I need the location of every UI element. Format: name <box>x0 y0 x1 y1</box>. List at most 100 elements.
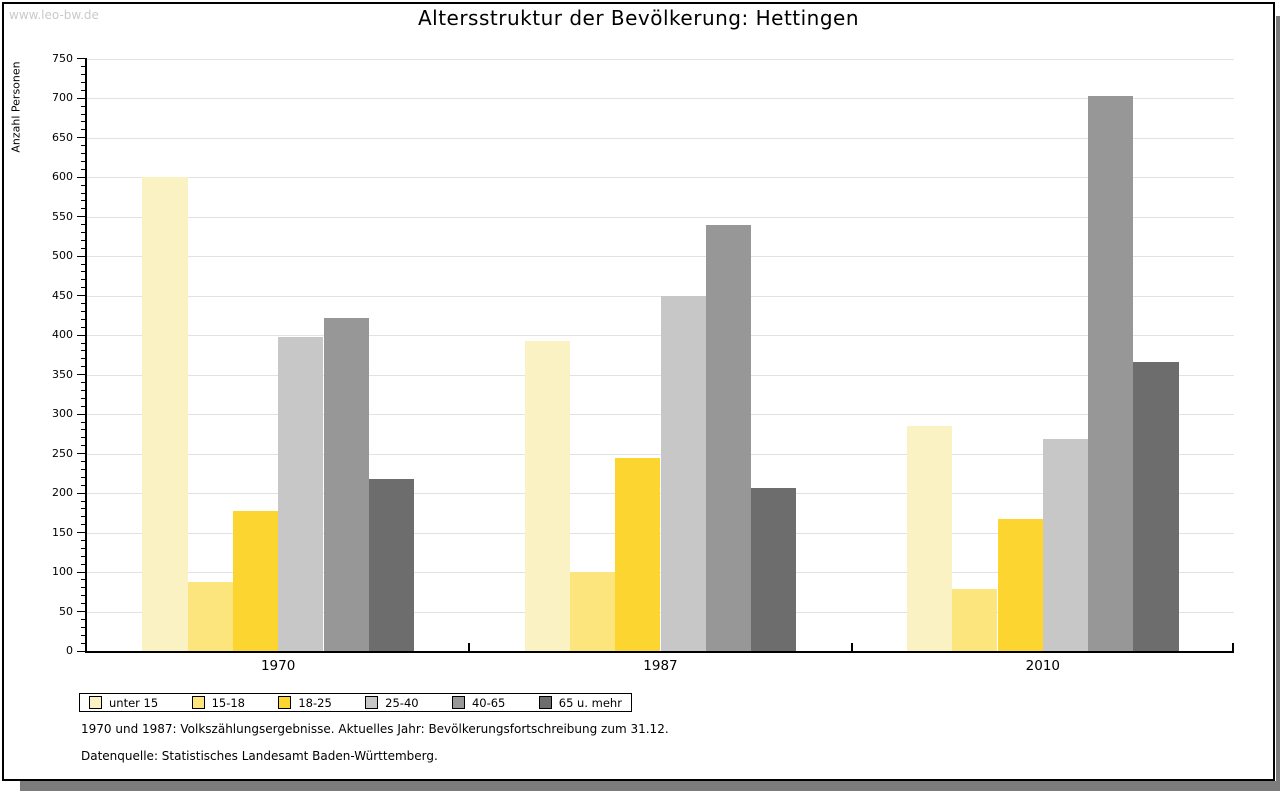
y-tick-minor <box>81 563 85 565</box>
x-category-label: 1970 <box>260 658 296 674</box>
y-tick-minor <box>81 618 85 620</box>
y-tick-minor <box>81 429 85 431</box>
y-tick-minor <box>81 524 85 526</box>
y-tick-minor <box>81 389 85 391</box>
y-tick-major <box>77 413 85 415</box>
window-shadow-bottom <box>20 781 1280 791</box>
y-tick-minor <box>81 153 85 154</box>
legend-swatch <box>365 696 379 709</box>
y-tick-minor <box>81 239 85 241</box>
y-tick-major <box>77 216 85 218</box>
footnote-data-source: Datenquelle: Statistisches Landesamt Bad… <box>81 749 438 763</box>
bar-1970-15-18 <box>187 581 233 651</box>
y-tick-minor <box>81 555 85 557</box>
legend-item-25-40: 25-40 <box>365 695 419 710</box>
y-tick-major <box>77 532 85 533</box>
y-tick-major <box>77 97 85 99</box>
x-axis-tick <box>850 643 853 651</box>
x-axis-tick <box>468 643 471 651</box>
y-tick-minor <box>81 382 85 383</box>
legend-label: 25-40 <box>385 695 419 710</box>
y-tick-minor <box>81 200 85 202</box>
legend-label: unter 15 <box>109 695 159 710</box>
legend-label: 18-25 <box>298 695 332 710</box>
y-tick-label: 50 <box>59 604 73 618</box>
x-category-label: 1987 <box>643 658 678 674</box>
y-tick-minor <box>81 192 85 194</box>
y-tick-label: 550 <box>52 209 73 223</box>
legend-swatch <box>191 696 205 709</box>
legend-label: 15-18 <box>211 695 245 710</box>
y-axis-title: Anzahl Personen <box>9 61 23 153</box>
y-tick-minor <box>81 587 85 589</box>
y-tick-minor <box>81 184 85 186</box>
legend-swatch <box>89 696 102 709</box>
legend-item-40-65: 40-65 <box>451 695 506 710</box>
y-tick-major <box>77 611 85 612</box>
y-tick-major <box>77 571 85 573</box>
gridline-700 <box>87 98 1234 100</box>
bar-1970-65-u-mehr <box>368 478 415 651</box>
y-tick-minor <box>81 437 85 439</box>
y-tick-label: 200 <box>52 486 73 500</box>
y-tick-minor <box>81 89 85 91</box>
y-tick-major <box>77 334 85 336</box>
legend-item-65-u-mehr: 65 u. mehr <box>538 695 622 710</box>
y-tick-minor <box>81 634 85 636</box>
y-tick-minor <box>81 516 85 518</box>
x-axis-tick <box>1232 643 1234 651</box>
y-tick-major <box>77 176 85 178</box>
y-tick-minor <box>81 145 85 147</box>
legend-item-unter-15: unter 15 <box>89 696 158 710</box>
bar-1970-25-40 <box>278 336 324 651</box>
y-tick-label: 500 <box>52 249 73 263</box>
legend-label: 40-65 <box>471 695 506 710</box>
y-tick-minor <box>81 421 85 423</box>
legend-label: 65 u. mehr <box>558 695 622 710</box>
y-tick-label: 600 <box>52 170 73 184</box>
y-tick-major <box>77 255 85 257</box>
bar-1987-18-25 <box>615 457 661 651</box>
bar-1987-unter-15 <box>524 340 570 651</box>
y-tick-label: 350 <box>52 367 73 381</box>
legend-item-18-25: 18-25 <box>278 695 332 710</box>
y-tick-label: 650 <box>52 130 73 144</box>
x-category-label: 2010 <box>1025 658 1061 674</box>
y-tick-label: 300 <box>52 407 73 421</box>
y-tick-minor <box>81 160 85 162</box>
y-tick-minor <box>81 539 85 541</box>
y-tick-minor <box>81 358 85 360</box>
y-tick-label: 750 <box>52 51 73 65</box>
watermark: www.leo-bw.de <box>9 8 99 22</box>
y-tick-label: 450 <box>52 288 73 302</box>
y-tick-minor <box>81 279 85 281</box>
y-tick-minor <box>81 500 85 502</box>
y-tick-major <box>77 295 85 297</box>
footnote-census-note: 1970 und 1987: Volkszählungsergebnisse. … <box>81 722 669 736</box>
gridline-550 <box>87 216 1234 218</box>
y-tick-minor <box>81 271 85 273</box>
y-tick-major <box>77 650 85 652</box>
y-tick-label: 150 <box>52 525 73 539</box>
y-tick-minor <box>81 603 85 605</box>
bar-2010-unter-15 <box>906 425 953 651</box>
y-tick-label: 100 <box>52 565 73 578</box>
y-tick-minor <box>81 66 85 68</box>
y-tick-major <box>77 58 85 60</box>
y-tick-minor <box>81 626 85 628</box>
y-tick-minor <box>81 595 85 597</box>
y-tick-minor <box>81 326 85 328</box>
y-tick-minor <box>81 366 85 368</box>
y-tick-minor <box>81 121 85 123</box>
y-tick-minor <box>81 81 85 83</box>
plot-area: 0 50 100 150 200 250 300 350 400 450 500 550 600 650 7… <box>52 52 1234 674</box>
y-tick-minor <box>81 105 85 107</box>
legend-swatch <box>451 696 465 709</box>
gridline-750 <box>87 58 1234 60</box>
legend-swatch <box>538 696 552 709</box>
y-tick-label: 0 <box>66 644 73 657</box>
y-tick-minor <box>81 350 85 352</box>
y-tick-minor <box>81 129 85 131</box>
gridline-600 <box>87 177 1234 179</box>
gridline-650 <box>87 137 1234 139</box>
